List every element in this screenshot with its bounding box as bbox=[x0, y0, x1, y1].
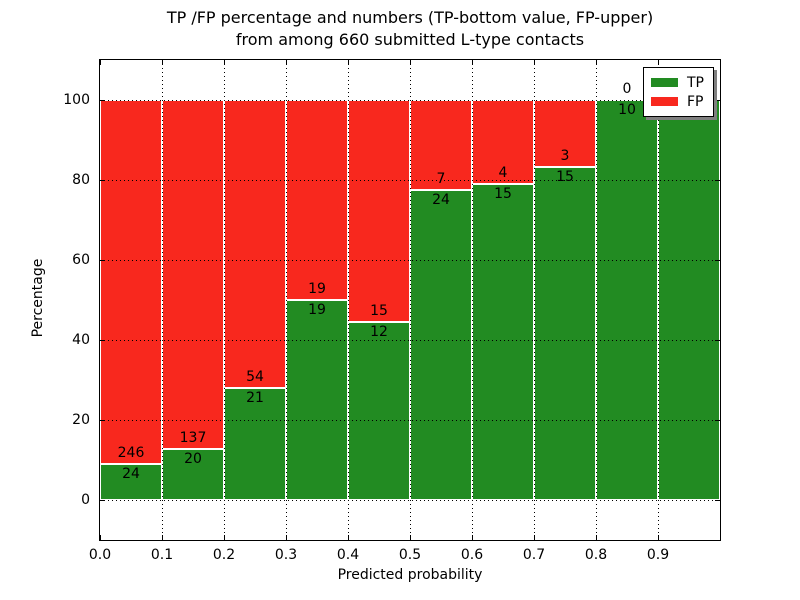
y-tick-mark bbox=[715, 99, 720, 101]
x-tick-mark bbox=[285, 535, 287, 540]
x-tick-mark bbox=[409, 535, 411, 540]
y-tick-mark bbox=[100, 419, 105, 421]
y-tick-mark bbox=[715, 339, 720, 341]
y-tick-label: 40 bbox=[72, 332, 90, 348]
x-tick-mark bbox=[409, 60, 411, 65]
chart-title-line1: TP /FP percentage and numbers (TP-bottom… bbox=[166, 8, 654, 27]
chart-title-line2: from among 660 submitted L-type contacts bbox=[235, 30, 585, 49]
x-tick-label: 0.9 bbox=[646, 547, 670, 563]
bar-tp-segment bbox=[596, 100, 658, 500]
x-tick-label: 0.8 bbox=[584, 547, 608, 563]
x-tick-mark bbox=[595, 60, 597, 65]
legend-label-fp: FP bbox=[687, 93, 704, 110]
x-tick-mark bbox=[285, 60, 287, 65]
chart-title: TP /FP percentage and numbers (TP-bottom… bbox=[100, 7, 720, 51]
x-tick-mark bbox=[533, 60, 535, 65]
bar-fp-segment bbox=[410, 100, 472, 191]
bar-tp-segment bbox=[224, 388, 286, 500]
x-tick-label: 0.1 bbox=[150, 547, 174, 563]
y-tick-mark bbox=[100, 99, 105, 101]
bar-tp-segment bbox=[658, 100, 720, 500]
y-tick-mark bbox=[715, 259, 720, 261]
x-tick-mark bbox=[471, 60, 473, 65]
bar-fp-segment bbox=[472, 100, 534, 185]
x-tick-label: 0.4 bbox=[336, 547, 360, 563]
x-tick-mark bbox=[347, 60, 349, 65]
tp-color-swatch bbox=[651, 78, 678, 87]
x-tick-label: 0.2 bbox=[212, 547, 236, 563]
y-tick-mark bbox=[100, 339, 105, 341]
x-tick-mark bbox=[99, 535, 101, 540]
x-tick-label: 0.3 bbox=[274, 547, 298, 563]
y-tick-mark bbox=[100, 499, 105, 501]
legend-item-fp: FP bbox=[651, 92, 704, 111]
x-axis-label: Predicted probability bbox=[337, 567, 483, 583]
y-tick-mark bbox=[715, 419, 720, 421]
x-tick-mark bbox=[161, 535, 163, 540]
bar-tp-segment bbox=[162, 449, 224, 500]
bar-fp-segment bbox=[100, 100, 162, 465]
x-tick-mark bbox=[595, 535, 597, 540]
bar-tp-segment bbox=[286, 300, 348, 500]
y-tick-mark bbox=[715, 499, 720, 501]
y-tick-label: 20 bbox=[72, 412, 90, 428]
x-tick-mark bbox=[657, 535, 659, 540]
x-tick-mark bbox=[161, 60, 163, 65]
bar-tp-segment bbox=[534, 166, 596, 500]
legend: TP FP bbox=[643, 67, 714, 117]
x-tick-mark bbox=[657, 60, 659, 65]
bar-fp-segment bbox=[534, 100, 596, 167]
y-tick-label: 80 bbox=[72, 172, 90, 188]
y-tick-label: 100 bbox=[63, 92, 90, 108]
bar-tp-segment bbox=[100, 464, 162, 500]
x-tick-mark bbox=[533, 535, 535, 540]
x-tick-label: 0.7 bbox=[522, 547, 546, 563]
plot-area: 2462413720542119191512724415315010015 TP… bbox=[99, 59, 721, 541]
x-tick-mark bbox=[471, 535, 473, 540]
bar-fp-segment bbox=[286, 100, 348, 300]
bar-tp-segment bbox=[348, 322, 410, 500]
fp-color-swatch bbox=[651, 97, 678, 106]
bar-fp-segment bbox=[348, 100, 410, 323]
x-tick-label: 0.0 bbox=[88, 547, 112, 563]
x-tick-mark bbox=[223, 535, 225, 540]
y-tick-mark bbox=[100, 179, 105, 181]
x-tick-mark bbox=[99, 60, 101, 65]
bar-tp-segment bbox=[410, 190, 472, 500]
y-axis-label: Percentage bbox=[30, 258, 46, 338]
y-tick-mark bbox=[100, 259, 105, 261]
x-tick-mark bbox=[223, 60, 225, 65]
bar-fp-segment bbox=[224, 100, 286, 388]
y-tick-label: 0 bbox=[81, 492, 90, 508]
bar-tp-segment bbox=[472, 184, 534, 500]
y-tick-mark bbox=[715, 179, 720, 181]
x-tick-label: 0.5 bbox=[398, 547, 422, 563]
bar-fp-segment bbox=[162, 100, 224, 450]
legend-item-tp: TP bbox=[651, 73, 704, 92]
y-tick-label: 60 bbox=[72, 252, 90, 268]
legend-label-tp: TP bbox=[687, 74, 704, 91]
x-tick-label: 0.6 bbox=[460, 547, 484, 563]
x-tick-mark bbox=[347, 535, 349, 540]
